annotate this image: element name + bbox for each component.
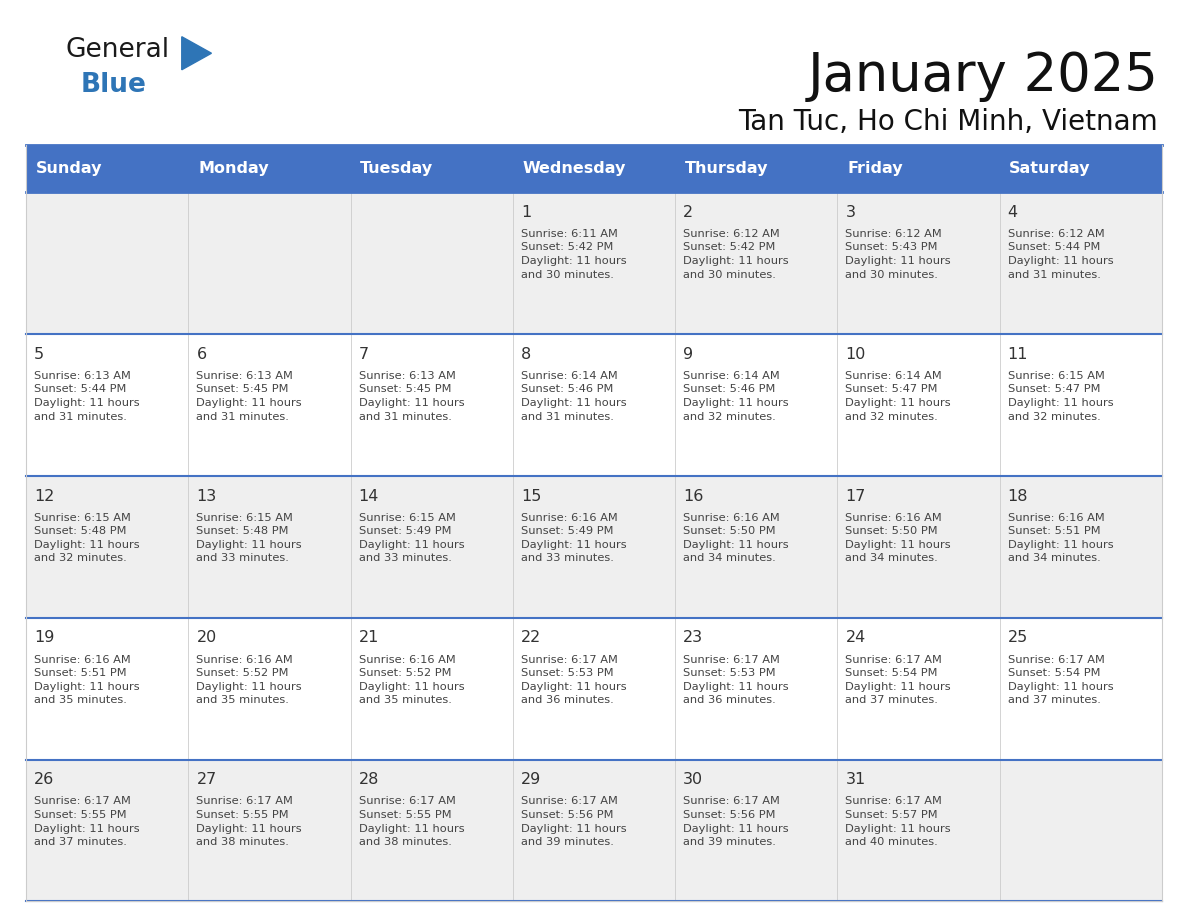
Bar — [26, 618, 1162, 759]
Text: Friday: Friday — [847, 161, 903, 176]
Text: 18: 18 — [1007, 488, 1029, 504]
Text: 3: 3 — [846, 205, 855, 219]
Text: 11: 11 — [1007, 347, 1029, 362]
Text: Sunrise: 6:16 AM
Sunset: 5:51 PM
Daylight: 11 hours
and 35 minutes.: Sunrise: 6:16 AM Sunset: 5:51 PM Dayligh… — [34, 655, 140, 705]
Text: Sunrise: 6:12 AM
Sunset: 5:44 PM
Daylight: 11 hours
and 31 minutes.: Sunrise: 6:12 AM Sunset: 5:44 PM Dayligh… — [1007, 229, 1113, 280]
Text: 21: 21 — [359, 631, 379, 645]
Text: 24: 24 — [846, 631, 866, 645]
Text: Tuesday: Tuesday — [360, 161, 434, 176]
Text: 25: 25 — [1007, 631, 1028, 645]
Text: 31: 31 — [846, 772, 866, 788]
Text: Sunrise: 6:16 AM
Sunset: 5:51 PM
Daylight: 11 hours
and 34 minutes.: Sunrise: 6:16 AM Sunset: 5:51 PM Dayligh… — [1007, 512, 1113, 564]
Bar — [26, 145, 189, 192]
Text: Sunrise: 6:17 AM
Sunset: 5:54 PM
Daylight: 11 hours
and 37 minutes.: Sunrise: 6:17 AM Sunset: 5:54 PM Dayligh… — [1007, 655, 1113, 705]
Text: 15: 15 — [522, 488, 542, 504]
Text: Sunrise: 6:15 AM
Sunset: 5:48 PM
Daylight: 11 hours
and 32 minutes.: Sunrise: 6:15 AM Sunset: 5:48 PM Dayligh… — [34, 512, 140, 564]
Text: Sunrise: 6:17 AM
Sunset: 5:57 PM
Daylight: 11 hours
and 40 minutes.: Sunrise: 6:17 AM Sunset: 5:57 PM Dayligh… — [846, 797, 952, 847]
Text: Saturday: Saturday — [1010, 161, 1091, 176]
Text: Sunrise: 6:17 AM
Sunset: 5:55 PM
Daylight: 11 hours
and 38 minutes.: Sunrise: 6:17 AM Sunset: 5:55 PM Dayligh… — [359, 797, 465, 847]
Text: 10: 10 — [846, 347, 866, 362]
Text: 17: 17 — [846, 488, 866, 504]
Text: Sunrise: 6:12 AM
Sunset: 5:43 PM
Daylight: 11 hours
and 30 minutes.: Sunrise: 6:12 AM Sunset: 5:43 PM Dayligh… — [846, 229, 952, 280]
Text: Thursday: Thursday — [684, 161, 769, 176]
Text: 16: 16 — [683, 488, 703, 504]
Text: 7: 7 — [359, 347, 368, 362]
Text: 14: 14 — [359, 488, 379, 504]
Text: Tan Tuc, Ho Chi Minh, Vietnam: Tan Tuc, Ho Chi Minh, Vietnam — [739, 108, 1158, 137]
Text: 5: 5 — [34, 347, 44, 362]
Text: 30: 30 — [683, 772, 703, 788]
Text: 22: 22 — [522, 631, 542, 645]
Text: Sunrise: 6:16 AM
Sunset: 5:52 PM
Daylight: 11 hours
and 35 minutes.: Sunrise: 6:16 AM Sunset: 5:52 PM Dayligh… — [196, 655, 302, 705]
Bar — [26, 759, 1162, 901]
Text: Wednesday: Wednesday — [523, 161, 626, 176]
Text: 23: 23 — [683, 631, 703, 645]
Text: 28: 28 — [359, 772, 379, 788]
Text: 12: 12 — [34, 488, 55, 504]
Text: 8: 8 — [522, 347, 531, 362]
Text: Sunrise: 6:13 AM
Sunset: 5:45 PM
Daylight: 11 hours
and 31 minutes.: Sunrise: 6:13 AM Sunset: 5:45 PM Dayligh… — [196, 371, 302, 421]
Text: Sunrise: 6:17 AM
Sunset: 5:53 PM
Daylight: 11 hours
and 36 minutes.: Sunrise: 6:17 AM Sunset: 5:53 PM Dayligh… — [683, 655, 789, 705]
Text: 4: 4 — [1007, 205, 1018, 219]
Text: 6: 6 — [196, 347, 207, 362]
Bar — [189, 145, 350, 192]
Text: Sunrise: 6:17 AM
Sunset: 5:56 PM
Daylight: 11 hours
and 39 minutes.: Sunrise: 6:17 AM Sunset: 5:56 PM Dayligh… — [683, 797, 789, 847]
Text: 29: 29 — [522, 772, 542, 788]
Text: 20: 20 — [196, 631, 216, 645]
Text: Sunrise: 6:16 AM
Sunset: 5:50 PM
Daylight: 11 hours
and 34 minutes.: Sunrise: 6:16 AM Sunset: 5:50 PM Dayligh… — [683, 512, 789, 564]
Text: Sunrise: 6:15 AM
Sunset: 5:48 PM
Daylight: 11 hours
and 33 minutes.: Sunrise: 6:15 AM Sunset: 5:48 PM Dayligh… — [196, 512, 302, 564]
Text: Sunrise: 6:17 AM
Sunset: 5:55 PM
Daylight: 11 hours
and 37 minutes.: Sunrise: 6:17 AM Sunset: 5:55 PM Dayligh… — [34, 797, 140, 847]
Bar — [513, 145, 675, 192]
Text: Sunrise: 6:15 AM
Sunset: 5:49 PM
Daylight: 11 hours
and 33 minutes.: Sunrise: 6:15 AM Sunset: 5:49 PM Dayligh… — [359, 512, 465, 564]
Text: Blue: Blue — [81, 72, 146, 97]
Text: Sunrise: 6:14 AM
Sunset: 5:46 PM
Daylight: 11 hours
and 32 minutes.: Sunrise: 6:14 AM Sunset: 5:46 PM Dayligh… — [683, 371, 789, 421]
Text: 19: 19 — [34, 631, 55, 645]
Text: Sunrise: 6:14 AM
Sunset: 5:46 PM
Daylight: 11 hours
and 31 minutes.: Sunrise: 6:14 AM Sunset: 5:46 PM Dayligh… — [522, 371, 626, 421]
Text: Sunrise: 6:13 AM
Sunset: 5:45 PM
Daylight: 11 hours
and 31 minutes.: Sunrise: 6:13 AM Sunset: 5:45 PM Dayligh… — [359, 371, 465, 421]
Text: Sunrise: 6:14 AM
Sunset: 5:47 PM
Daylight: 11 hours
and 32 minutes.: Sunrise: 6:14 AM Sunset: 5:47 PM Dayligh… — [846, 371, 952, 421]
Bar — [26, 334, 1162, 476]
Text: 13: 13 — [196, 488, 216, 504]
Text: 27: 27 — [196, 772, 216, 788]
Text: Sunrise: 6:16 AM
Sunset: 5:52 PM
Daylight: 11 hours
and 35 minutes.: Sunrise: 6:16 AM Sunset: 5:52 PM Dayligh… — [359, 655, 465, 705]
Text: Sunrise: 6:12 AM
Sunset: 5:42 PM
Daylight: 11 hours
and 30 minutes.: Sunrise: 6:12 AM Sunset: 5:42 PM Dayligh… — [683, 229, 789, 280]
Text: Sunrise: 6:17 AM
Sunset: 5:53 PM
Daylight: 11 hours
and 36 minutes.: Sunrise: 6:17 AM Sunset: 5:53 PM Dayligh… — [522, 655, 626, 705]
Bar — [999, 145, 1162, 192]
Bar — [675, 145, 838, 192]
Text: Sunrise: 6:15 AM
Sunset: 5:47 PM
Daylight: 11 hours
and 32 minutes.: Sunrise: 6:15 AM Sunset: 5:47 PM Dayligh… — [1007, 371, 1113, 421]
Text: 26: 26 — [34, 772, 55, 788]
Text: General: General — [65, 37, 170, 62]
Bar — [26, 192, 1162, 334]
Text: Sunrise: 6:17 AM
Sunset: 5:54 PM
Daylight: 11 hours
and 37 minutes.: Sunrise: 6:17 AM Sunset: 5:54 PM Dayligh… — [846, 655, 952, 705]
Text: January 2025: January 2025 — [808, 50, 1158, 103]
Text: Sunrise: 6:17 AM
Sunset: 5:55 PM
Daylight: 11 hours
and 38 minutes.: Sunrise: 6:17 AM Sunset: 5:55 PM Dayligh… — [196, 797, 302, 847]
Bar — [350, 145, 513, 192]
Text: Sunrise: 6:16 AM
Sunset: 5:49 PM
Daylight: 11 hours
and 33 minutes.: Sunrise: 6:16 AM Sunset: 5:49 PM Dayligh… — [522, 512, 626, 564]
Text: 9: 9 — [683, 347, 694, 362]
Bar — [26, 476, 1162, 618]
Text: Sunrise: 6:11 AM
Sunset: 5:42 PM
Daylight: 11 hours
and 30 minutes.: Sunrise: 6:11 AM Sunset: 5:42 PM Dayligh… — [522, 229, 626, 280]
Text: Monday: Monday — [198, 161, 268, 176]
Text: Sunrise: 6:17 AM
Sunset: 5:56 PM
Daylight: 11 hours
and 39 minutes.: Sunrise: 6:17 AM Sunset: 5:56 PM Dayligh… — [522, 797, 626, 847]
Text: 1: 1 — [522, 205, 531, 219]
Text: Sunrise: 6:13 AM
Sunset: 5:44 PM
Daylight: 11 hours
and 31 minutes.: Sunrise: 6:13 AM Sunset: 5:44 PM Dayligh… — [34, 371, 140, 421]
Text: Sunrise: 6:16 AM
Sunset: 5:50 PM
Daylight: 11 hours
and 34 minutes.: Sunrise: 6:16 AM Sunset: 5:50 PM Dayligh… — [846, 512, 952, 564]
Text: 2: 2 — [683, 205, 694, 219]
Bar — [838, 145, 999, 192]
Text: Sunday: Sunday — [36, 161, 102, 176]
